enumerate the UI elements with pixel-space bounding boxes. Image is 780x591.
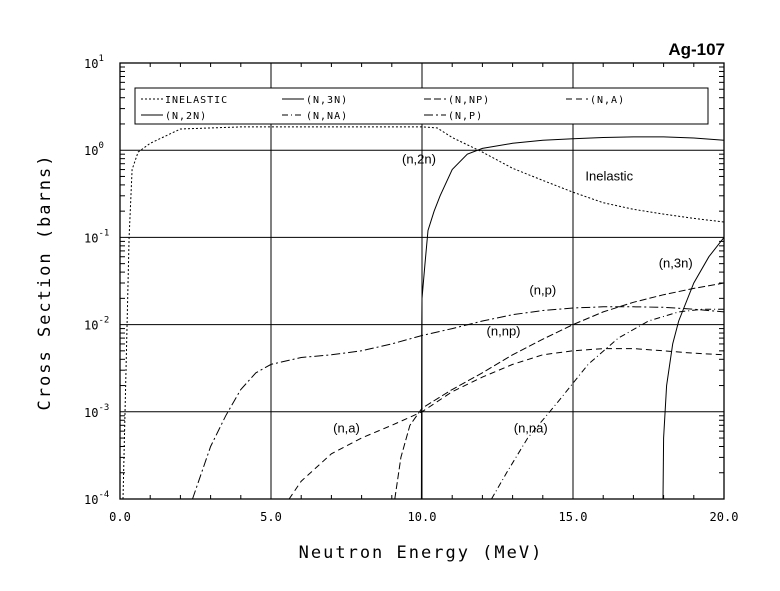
curve-label: (n,p) <box>529 283 556 298</box>
x-tick-label: 20.0 <box>710 510 739 524</box>
plot-frame <box>119 62 725 500</box>
curve-label: (n,na) <box>514 420 548 435</box>
y-tick-label: 10-4 <box>84 490 109 507</box>
x-tick-label: 0.0 <box>109 510 131 524</box>
curve-label: Inelastic <box>585 168 633 183</box>
chart-title: Ag-107 <box>668 40 725 59</box>
curve-label: (n,a) <box>333 420 360 435</box>
legend-label: (N,3N) <box>306 95 348 106</box>
x-tick-label: 15.0 <box>559 510 588 524</box>
series-line <box>192 306 725 500</box>
series-line <box>288 348 725 500</box>
y-tick-label: 10-2 <box>84 316 109 333</box>
y-tick-label: 10-1 <box>84 228 109 245</box>
curve-label: (n,np) <box>487 323 521 338</box>
series-layer <box>122 126 725 500</box>
legend-label: (N,A) <box>590 95 625 106</box>
y-tick-label: 100 <box>84 141 104 158</box>
legend-label: (N,P) <box>448 111 483 122</box>
series-line <box>491 308 724 500</box>
legend-label: (N,NA) <box>306 111 348 122</box>
x-axis-ticks: 0.0 5.0 10.0 15.0 20.0 <box>109 510 738 524</box>
legend-label: (N,2N) <box>165 111 207 122</box>
x-tick-label: 5.0 <box>260 510 282 524</box>
series-line <box>662 237 725 500</box>
curve-annotations: (n,2n) Inelastic (n,3n) (n,p) (n,np) (n,a) (n,… <box>333 152 693 436</box>
y-tick-label: 101 <box>84 54 104 71</box>
legend-box <box>134 87 709 125</box>
series-line <box>394 282 725 500</box>
y-axis-label: Cross Section (barns) <box>35 154 55 411</box>
y-tick-label: 10-3 <box>84 403 109 420</box>
curve-label: (n,2n) <box>402 152 436 167</box>
x-axis-label: Neutron Energy (MeV) <box>299 543 544 563</box>
y-axis-ticks: 10-4 10-3 10-2 10-1 100 101 <box>84 54 109 507</box>
curve-label: (n,3n) <box>659 256 693 271</box>
legend: INELASTIC (N,3N) (N,NP) (N,A) (N,2N) (N,NA) (N… <box>134 87 709 125</box>
series-line <box>122 126 725 500</box>
series-line <box>420 136 725 500</box>
legend-label: (N,NP) <box>448 95 490 106</box>
x-tick-label: 10.0 <box>408 510 437 524</box>
legend-label: INELASTIC <box>165 95 228 106</box>
